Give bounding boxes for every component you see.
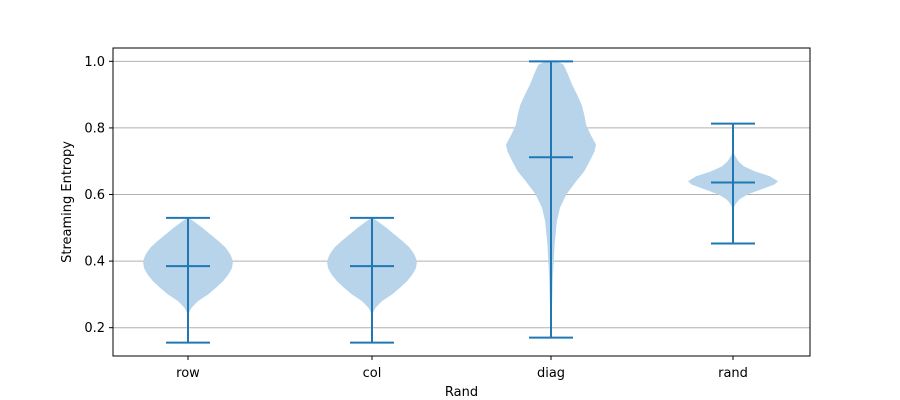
x-tick-label: rand [718, 366, 748, 381]
violin-row [143, 216, 233, 344]
x-axis-label: Rand [445, 385, 478, 400]
y-axis-label: Streaming Entropy [60, 141, 75, 263]
y-tick-label: 0.2 [84, 321, 105, 336]
grid-lines [113, 60, 810, 329]
y-tick-label: 0.6 [84, 188, 105, 203]
x-axis-ticks: row col diag rand [176, 356, 748, 381]
violin-rand [688, 122, 778, 245]
x-tick-label: diag [537, 366, 565, 381]
violins [143, 60, 778, 344]
y-axis-ticks: 0.2 0.4 0.6 0.8 1.0 [84, 55, 113, 336]
y-tick-label: 0.4 [84, 255, 105, 270]
x-tick-label: col [363, 366, 382, 381]
y-tick-label: 0.8 [84, 121, 105, 136]
y-tick-label: 1.0 [84, 55, 105, 70]
violin-col [327, 216, 417, 344]
plot-area-frame [112, 47, 811, 357]
violin-diag [506, 60, 596, 339]
x-tick-label: row [176, 366, 200, 381]
